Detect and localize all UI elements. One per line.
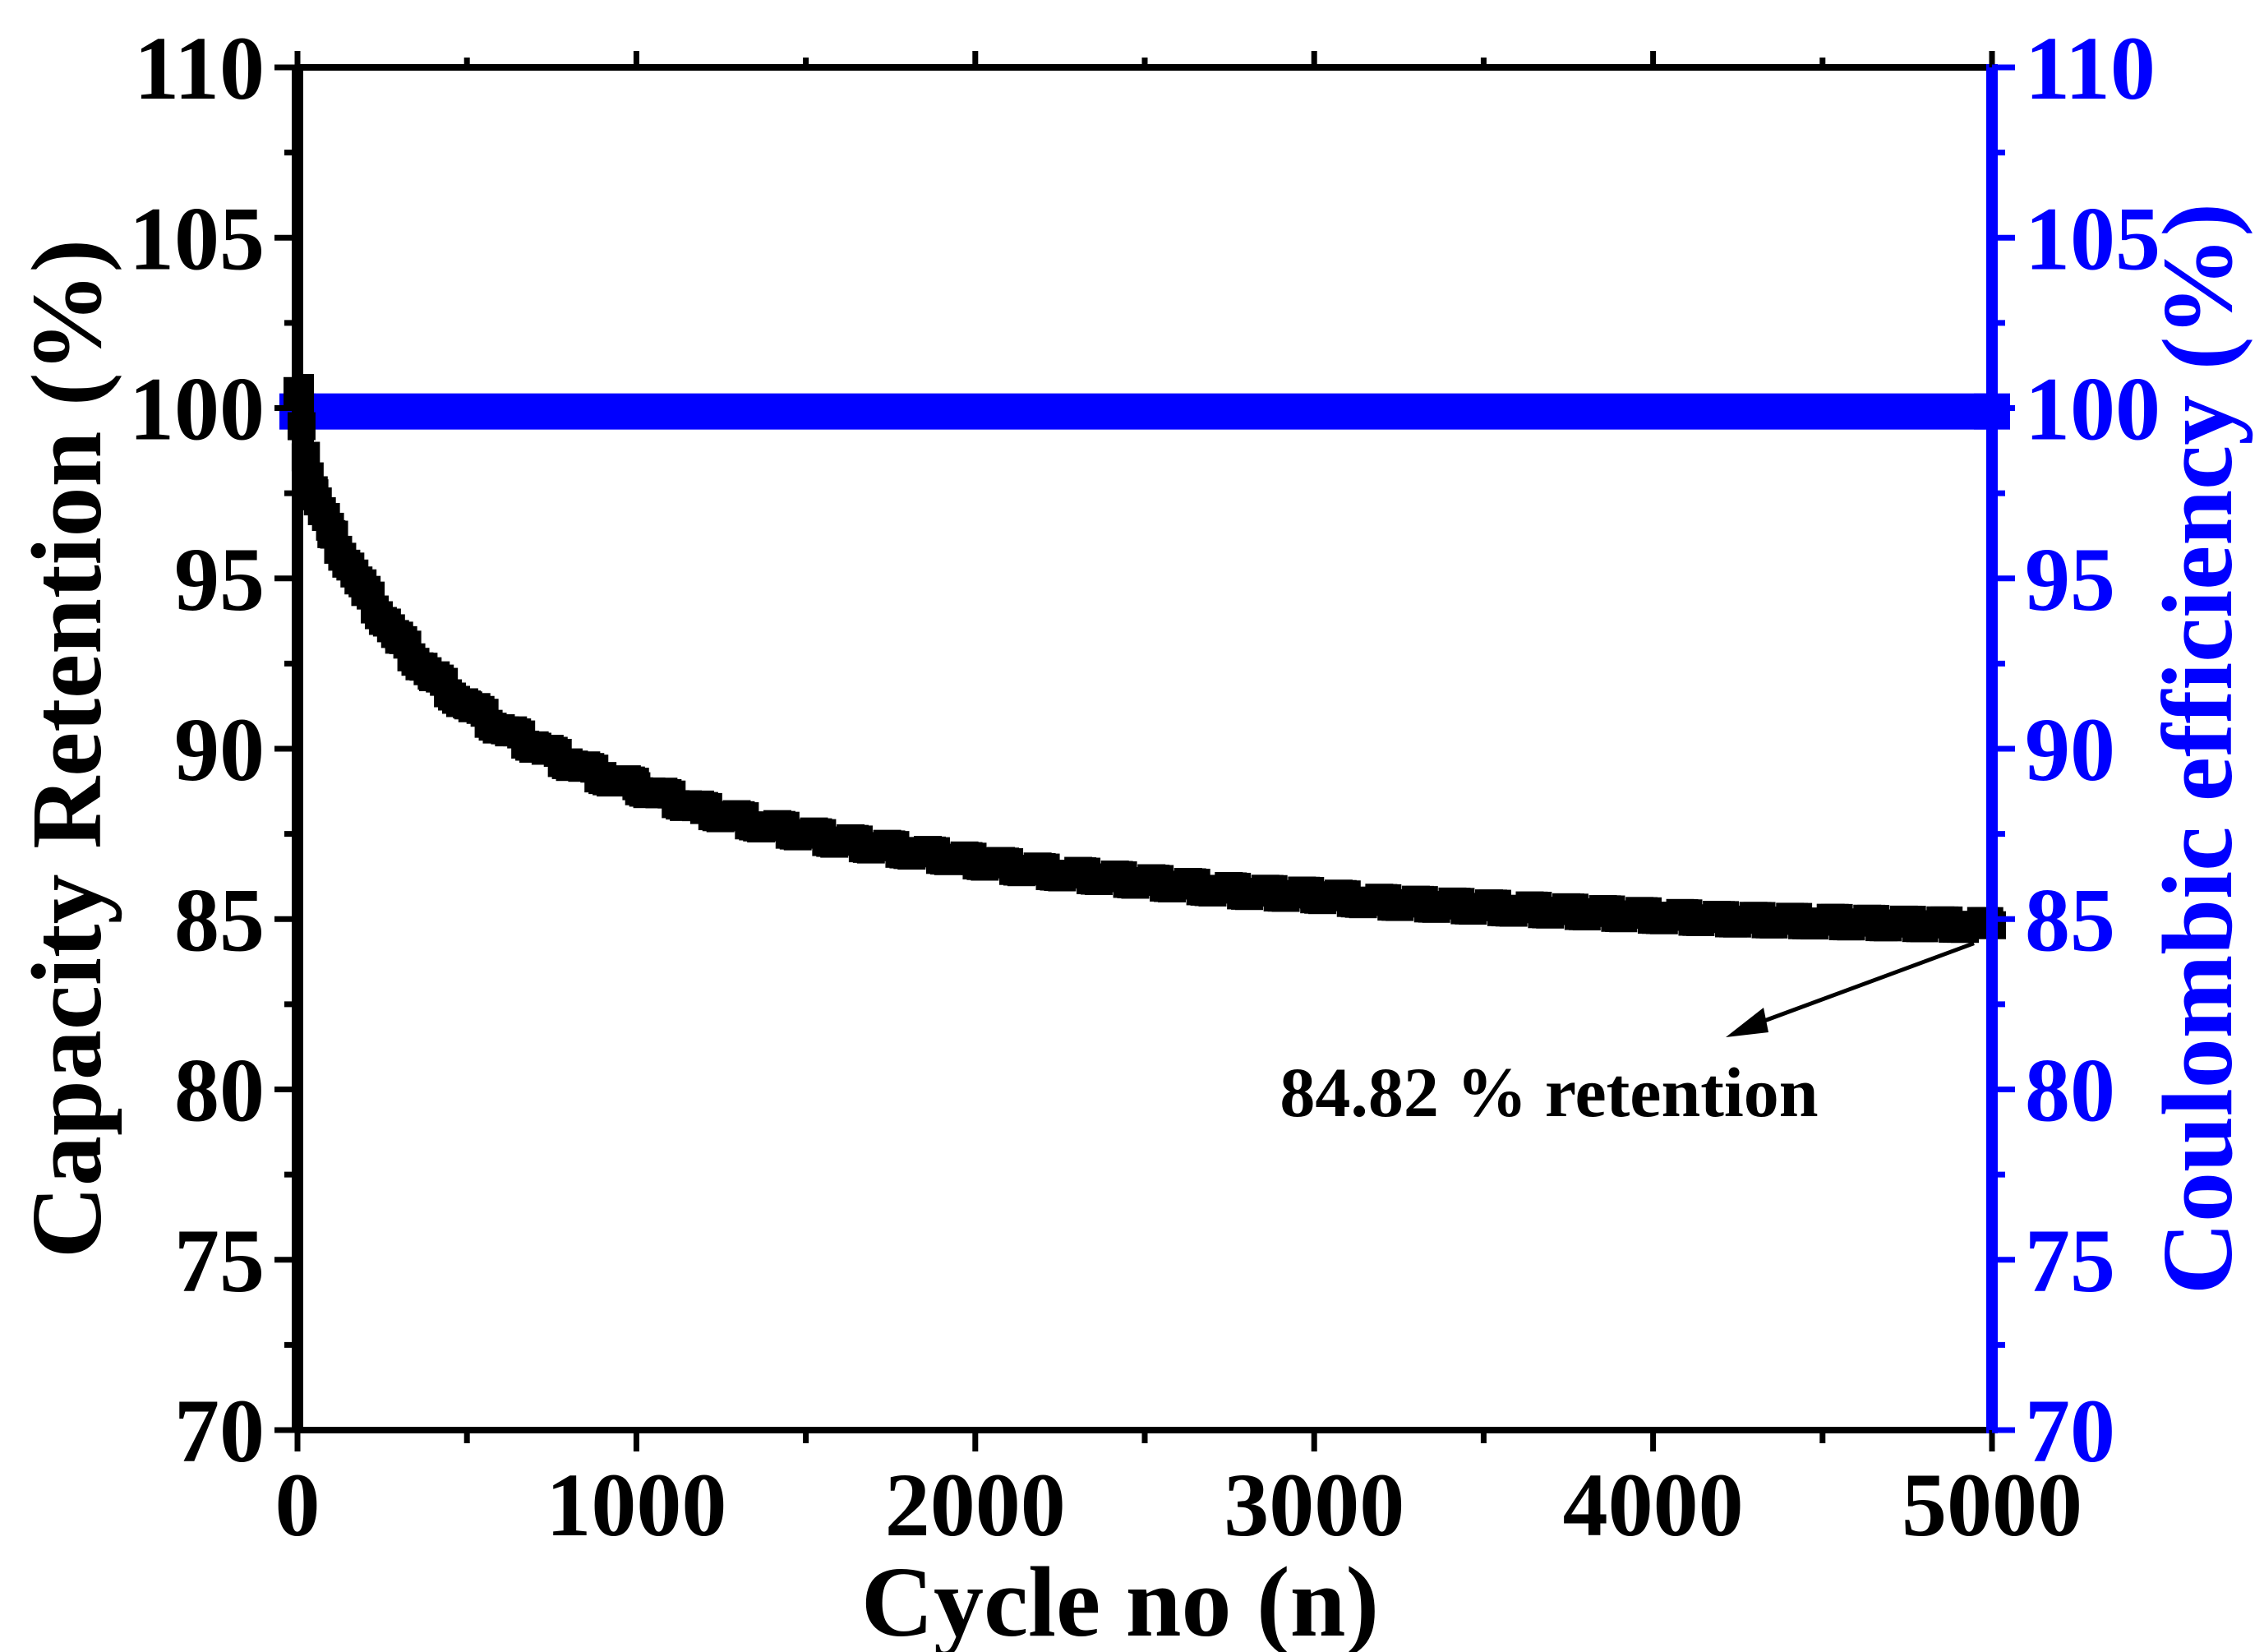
annotation-label: 84.82 % retention [1280,1053,1818,1132]
left-y-tick-label: 95 [174,529,265,630]
left-y-tick-label: 85 [174,870,265,970]
capacity-retention-point [622,772,651,801]
left-y-tick-label: 100 [129,359,265,459]
right-y-tick-label: 85 [2025,870,2115,970]
capacity-retention-point [418,662,447,691]
capacity-retention-point [317,519,346,548]
capacity-retention-point [1029,857,1058,886]
capacity-retention-point [1503,894,1532,923]
left-y-tick-label: 75 [174,1211,265,1311]
capacity-retention-point [961,847,989,875]
series-coulombic-efficiency-band [297,393,1992,430]
right-y-tick-label: 95 [2025,529,2115,630]
right-y-tick-label: 100 [2025,359,2160,459]
right-y-tick-label: 110 [2025,18,2156,118]
x-tick-label: 0 [275,1455,320,1555]
capacity-retention-point [1571,898,1600,926]
capacity-retention-point [1842,908,1871,937]
capacity-retention-point [554,748,583,777]
capacity-retention-point [385,625,413,654]
capacity-retention-point [893,837,922,865]
capacity-retention-point [486,714,515,743]
capacity-retention-point [588,762,617,791]
capacity-retention-point [1639,902,1667,930]
left-y-tick-label: 80 [174,1041,265,1141]
capacity-retention-point [1164,870,1193,899]
capacity-retention-point [1367,888,1396,916]
capacity-retention-point [1436,891,1464,920]
left-y-tick-label: 110 [134,18,265,118]
capacity-retention-point [1300,881,1329,910]
capacity-retention-point [1232,878,1261,907]
capacity-retention-point [1096,864,1125,893]
right-y-tick-label: 90 [2025,699,2115,800]
annotation-arrowhead [1726,1008,1768,1037]
capacity-retention-point [351,578,380,607]
capacity-retention-point [1774,907,1803,935]
right-y-tick-label: 70 [2025,1381,2115,1481]
capacity-retention-point [825,826,854,855]
capacity-retention-point [758,813,786,842]
right-y-axis-title: Coulombic efficiency (%) [2142,203,2253,1294]
x-tick-label: 2000 [885,1455,1066,1555]
x-tick-label: 3000 [1224,1455,1404,1555]
right-y-tick-label: 80 [2025,1041,2115,1141]
capacity-retention-point [689,796,718,824]
capacity-retention-point [453,690,482,719]
capacity-retention-point [520,731,549,759]
capacity-retention-point [1910,910,1939,939]
left-y-axis-title: Capacity Retention (%) [12,239,122,1258]
right-y-tick-label: 75 [2025,1211,2115,1311]
capacity-retention-point [1707,905,1736,934]
right-y-tick-label: 105 [2025,188,2160,288]
left-y-tick-label: 90 [174,699,265,800]
x-tick-label: 1000 [546,1455,726,1555]
x-tick-label: 5000 [1902,1455,2082,1555]
x-axis-title: Cycle no (n) [861,1547,1379,1652]
left-y-tick-label: 105 [129,188,265,288]
left-y-tick-label: 70 [174,1381,265,1481]
annotation-arrow-line [1741,941,1975,1031]
x-tick-label: 4000 [1563,1455,1744,1555]
